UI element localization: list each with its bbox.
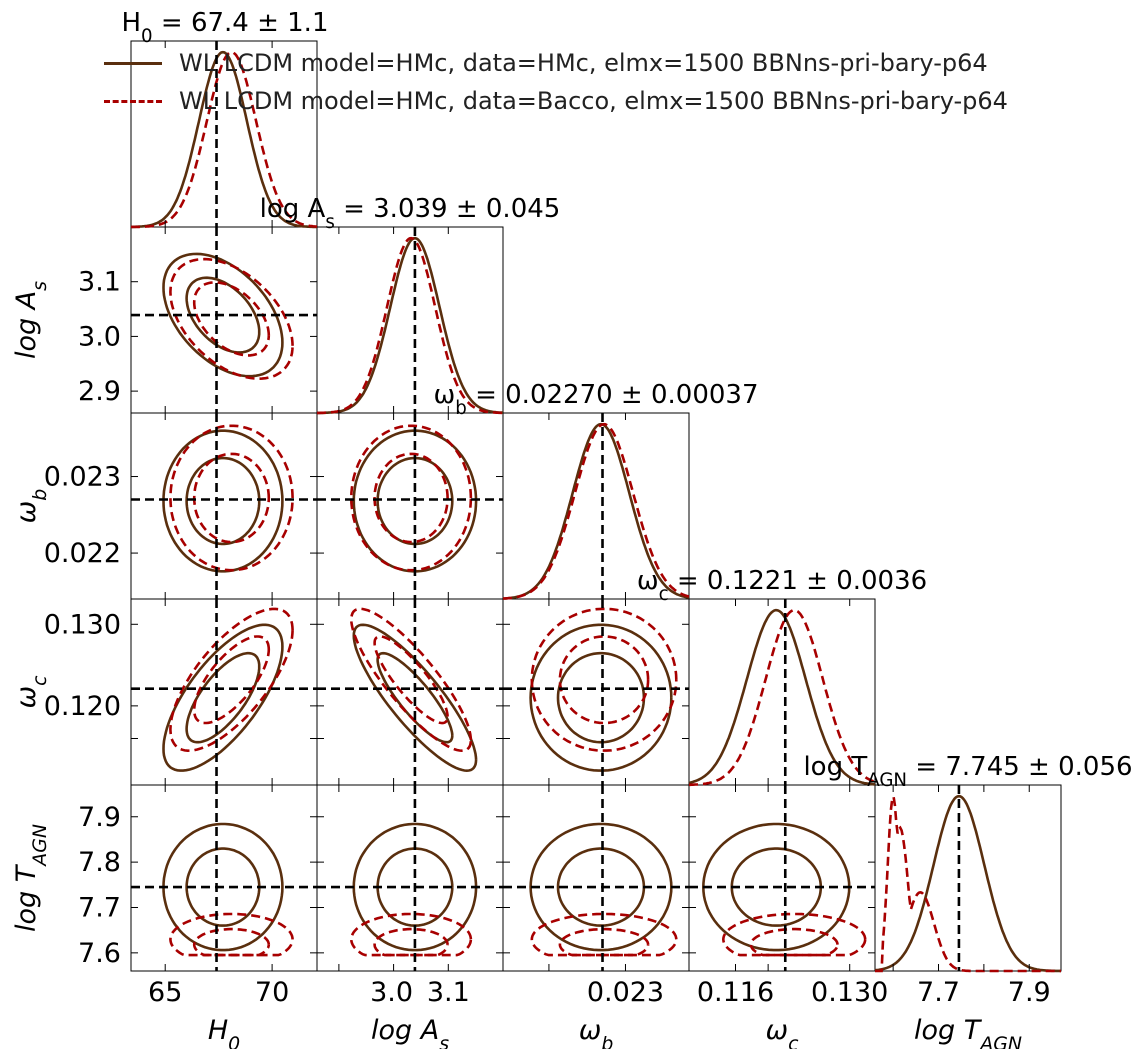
- legend-entry-hmc: WL LCDM model=HMc, data=HMc, elmx=1500 B…: [104, 44, 1008, 82]
- curves-layer: [130, 50, 1061, 973]
- yaxis-label-omega_b: ωb: [11, 489, 51, 524]
- contour-omega_c-logAs-series-1-level-1: [349, 607, 473, 753]
- contour-logTAGN-omega_c-series-1-level-0: [749, 927, 839, 957]
- contour-omega_b-H0-series-1-level-0: [192, 452, 271, 544]
- contour-logTAGN-omega_b-series-0-level-1: [529, 822, 673, 952]
- contour-logAs-H0-series-0-level-0: [185, 276, 261, 354]
- xtick-label-logAs-0: 3.0: [370, 977, 413, 1008]
- xtick-label-logAs-1: 3.1: [427, 977, 470, 1008]
- contour-omega_c-H0-series-0-level-0: [185, 651, 261, 744]
- marginal-omega_c-series-1: [689, 608, 876, 787]
- panel-frame-omega_c-H0: [130, 598, 318, 786]
- legend: WL LCDM model=HMc, data=HMc, elmx=1500 B…: [104, 44, 1008, 120]
- panel-frame-omega_b-omega_b: [502, 412, 690, 600]
- xtick-label-logTAGN-1: 7.9: [1008, 977, 1051, 1008]
- xaxis-label-logTAGN: log TAGN: [914, 1015, 1022, 1049]
- marginal-omega_b-series-1: [502, 422, 690, 600]
- contour-logTAGN-omega_b-series-1-level-0: [558, 927, 650, 957]
- ytick-label-logAs-1: 3.0: [78, 321, 121, 352]
- legend-swatch-solid: [104, 61, 162, 65]
- ytick-label-logTAGN-1: 7.7: [78, 892, 121, 923]
- contour-omega_b-logAs-series-1-level-1: [349, 424, 473, 572]
- yaxis-label-logTAGN: log TAGN: [11, 824, 51, 932]
- xaxis-label-H0: H0: [208, 1015, 240, 1049]
- contour-logTAGN-omega_c-series-1-level-1: [721, 912, 867, 957]
- xtick-label-omega_c-1: 0.130: [811, 977, 888, 1008]
- legend-entry-bacco: WL LCDM model=HMc, data=Bacco, elmx=1500…: [104, 82, 1008, 120]
- xtick-label-omega_b-0: 0.023: [587, 977, 664, 1008]
- contour-omega_c-H0-series-1-level-0: [192, 635, 271, 725]
- contour-logTAGN-H0-series-1-level-0: [192, 927, 271, 957]
- marginal-omega_b-series-0: [502, 422, 690, 600]
- xtick-label-logTAGN-0: 7.7: [917, 977, 960, 1008]
- marginal-logAs-series-1: [317, 236, 503, 415]
- contour-logTAGN-omega_b-series-1-level-1: [530, 912, 678, 957]
- xtick-label-omega_c-0: 0.116: [697, 977, 774, 1008]
- panel-frame-logAs-H0: [130, 226, 318, 414]
- contour-omega_b-H0-series-0-level-1: [162, 429, 284, 573]
- contour-omega_c-omega_b-series-0-level-1: [529, 623, 673, 772]
- contour-omega_b-logAs-series-0-level-0: [376, 456, 454, 546]
- ytick-label-omega_b-1: 0.023: [44, 462, 121, 493]
- marginal-omega_c-series-0: [688, 608, 876, 786]
- marginal-H0-series-0: [131, 50, 317, 229]
- contour-logTAGN-H0-series-0-level-0: [185, 847, 261, 927]
- contour-omega_c-H0-series-0-level-1: [162, 623, 284, 772]
- contour-omega_b-H0-series-1-level-1: [169, 424, 294, 572]
- contour-logTAGN-omega_b-series-0-level-0: [556, 847, 646, 927]
- panel-frame-logTAGN-logTAGN: [874, 784, 1062, 972]
- legend-swatch-dashed: [104, 99, 162, 103]
- ytick-label-omega_b-0: 0.022: [44, 538, 121, 569]
- xaxis-label-omega_c: ωc: [765, 1015, 799, 1049]
- marginal-H0-series-1: [130, 50, 318, 229]
- panels-layer: [130, 40, 1062, 972]
- contour-logAs-H0-series-1-level-0: [192, 281, 271, 357]
- xaxis-label-omega_b: ωb: [579, 1015, 614, 1049]
- ytick-label-omega_c-0: 0.120: [44, 691, 121, 722]
- marginal-logTAGN-series-0: [874, 794, 1061, 973]
- ytick-label-logTAGN-3: 7.9: [78, 802, 121, 833]
- contour-logTAGN-H0-series-1-level-1: [169, 912, 294, 957]
- contour-logAs-H0-series-0-level-1: [162, 252, 284, 378]
- contour-omega_c-H0-series-1-level-1: [169, 607, 294, 753]
- legend-label-bacco: WL LCDM model=HMc, data=Bacco, elmx=1500…: [179, 87, 1008, 115]
- ytick-label-logAs-2: 3.1: [78, 267, 121, 298]
- contour-omega_b-logAs-series-0-level-1: [352, 429, 478, 573]
- yaxis-label-logAs: log As: [11, 281, 51, 359]
- ytick-label-omega_c-1: 0.130: [44, 609, 121, 640]
- ytick-label-logAs-0: 2.9: [78, 376, 121, 407]
- truth-lines-layer: [131, 41, 961, 971]
- contour-omega_c-omega_b-series-1-level-0: [558, 635, 650, 725]
- xtick-label-H0-0: 65: [148, 977, 182, 1008]
- xaxis-label-logAs: log As: [371, 1015, 449, 1049]
- contour-omega_c-omega_b-series-0-level-0: [556, 651, 646, 744]
- panel-frame-logTAGN-H0: [130, 784, 318, 972]
- xtick-label-H0-1: 70: [255, 977, 289, 1008]
- panel-frame-logTAGN-omega_c: [688, 784, 876, 972]
- marginal-logTAGN-series-1: [875, 793, 1061, 973]
- ytick-label-logTAGN-2: 7.8: [78, 847, 121, 878]
- contour-omega_b-H0-series-0-level-0: [185, 456, 261, 546]
- contour-omega_b-logAs-series-1-level-0: [373, 452, 449, 544]
- contour-omega_c-logAs-series-1-level-0: [373, 635, 449, 725]
- contour-logAs-H0-series-1-level-1: [169, 257, 294, 381]
- legend-label-hmc: WL LCDM model=HMc, data=HMc, elmx=1500 B…: [179, 49, 988, 77]
- ytick-label-logTAGN-0: 7.6: [78, 938, 121, 969]
- contour-omega_c-omega_b-series-1-level-1: [530, 607, 678, 752]
